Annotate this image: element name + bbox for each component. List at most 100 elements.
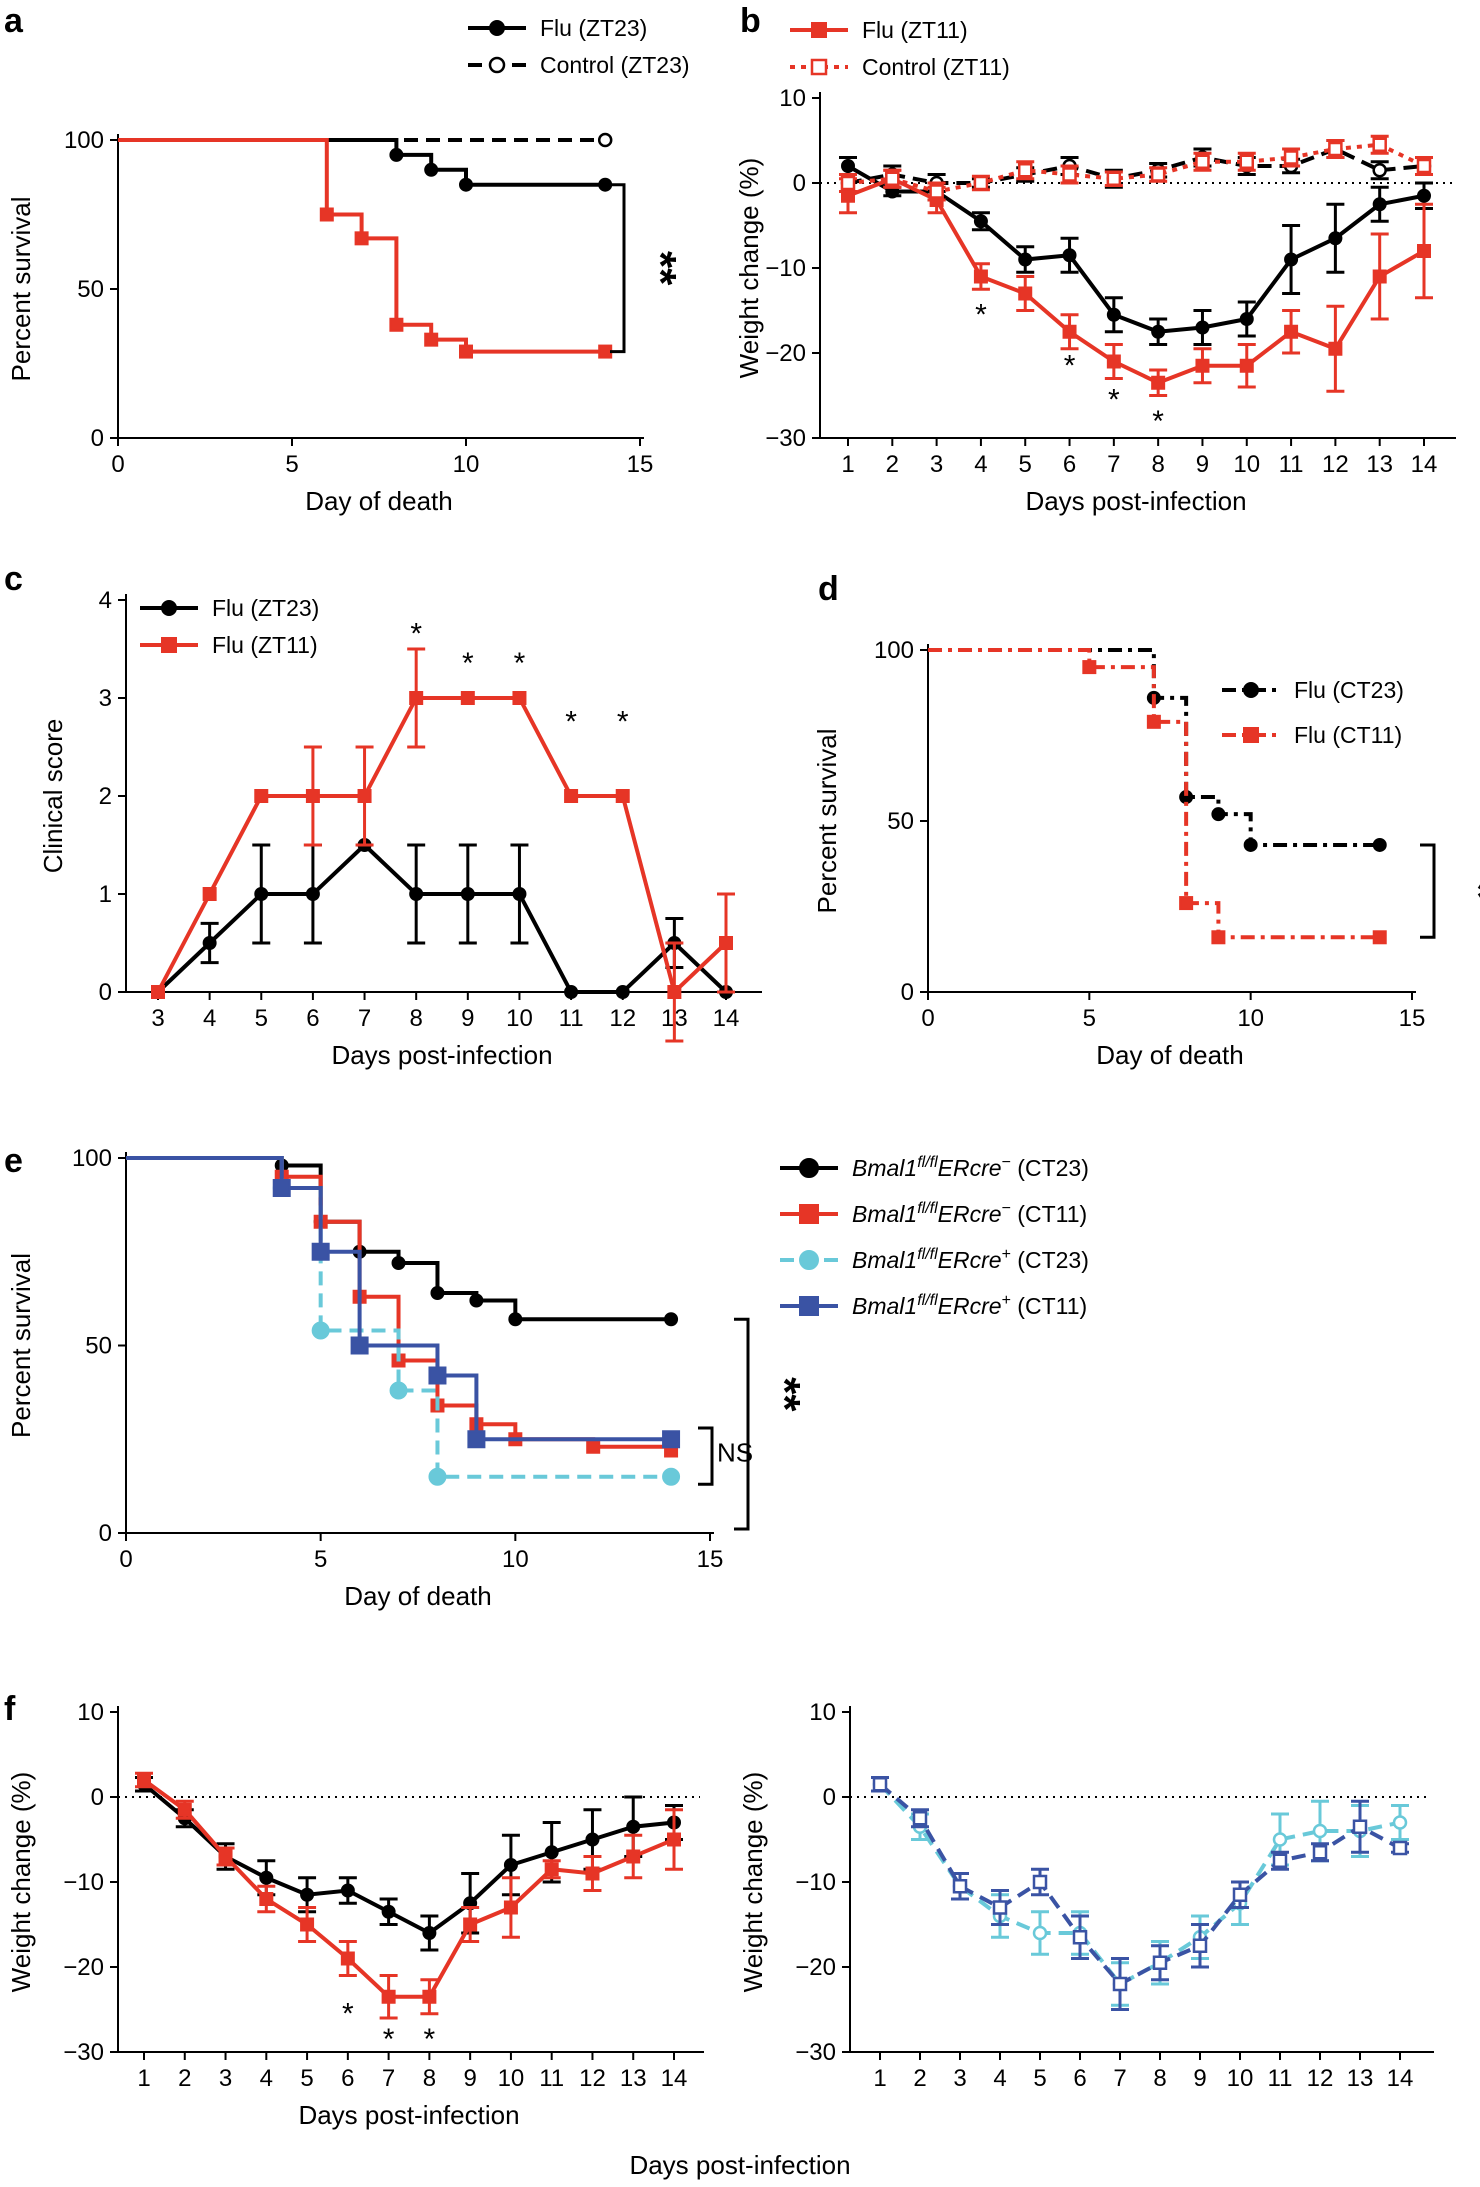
data-point: [1417, 188, 1431, 203]
data-point: [1106, 171, 1122, 186]
y-tick-label: −10: [765, 255, 806, 282]
data-point: [1151, 375, 1166, 390]
legend-label: Bmal1fl/flERcre+ (CT11): [852, 1292, 1087, 1319]
legend-label: Flu (ZT23): [540, 15, 647, 41]
legend-label: Bmal1fl/flERcre− (CT23): [852, 1154, 1089, 1181]
data-point: [1211, 807, 1226, 822]
y-tick-label: −20: [63, 1954, 104, 1981]
x-tick-label: 12: [609, 1005, 636, 1032]
data-point: [422, 1989, 437, 2004]
series-line: [156, 842, 728, 994]
legend-label: Control (ZT23): [540, 52, 690, 78]
data-point: [544, 1845, 559, 1860]
data-point: [1372, 197, 1387, 212]
x-tick-label: 7: [1113, 2065, 1126, 2092]
data-point: [137, 1773, 151, 1787]
data-point: [1272, 1832, 1288, 1847]
data-point: [300, 1887, 315, 1902]
legend-marker: [1243, 682, 1259, 698]
x-axis-label: Days post-infection: [331, 1040, 552, 1070]
data-point: [428, 1467, 447, 1486]
legend-text-part: ERcre: [938, 1201, 1002, 1227]
y-tick-label: 0: [99, 979, 112, 1006]
data-point: [202, 936, 217, 950]
shared-x-axis-label: Days post-infection: [629, 2150, 850, 2180]
x-tick-label: 6: [341, 2065, 354, 2092]
survival-line: [126, 1156, 674, 1451]
x-axis-label: Days post-infection: [1025, 486, 1246, 516]
significance-star: *: [565, 706, 577, 739]
data-point: [424, 162, 439, 177]
significance-bracket: [1420, 843, 1436, 939]
data-point: [503, 1900, 518, 1915]
x-tick-label: 1: [841, 451, 854, 478]
x-tick-label: 8: [410, 1005, 423, 1032]
series-line: [142, 1778, 675, 1999]
x-tick-label: 14: [1387, 2065, 1414, 2092]
y-tick-label: −30: [63, 2039, 104, 2066]
x-tick-label: 9: [461, 1005, 474, 1032]
y-axis-label: Percent survival: [6, 1253, 36, 1438]
legend-marker: [161, 637, 177, 653]
y-axis-label: Weight change (%): [6, 1772, 36, 1993]
data-point: [1328, 231, 1343, 246]
data-point: [409, 691, 424, 705]
data-point: [311, 1242, 330, 1261]
y-axis-label: Percent survival: [6, 197, 36, 382]
x-tick-label: 9: [463, 2065, 476, 2092]
data-point: [389, 147, 404, 162]
data-point: [1372, 269, 1387, 284]
data-point: [389, 1381, 408, 1400]
data-point: [1328, 341, 1343, 356]
y-axis-label: Weight change (%): [734, 158, 764, 379]
legend-marker: [810, 58, 828, 76]
y-tick-label: 100: [64, 127, 104, 154]
data-point: [1017, 163, 1033, 178]
data-point: [615, 985, 630, 999]
legend-text-part: fl/fl: [917, 1246, 938, 1263]
x-tick-label: 11: [559, 1005, 584, 1032]
legend-text-part: (CT11): [1011, 1201, 1087, 1227]
legend-text-part: (CT23): [1011, 1155, 1089, 1181]
data-point: [151, 985, 165, 999]
data-point: [664, 1312, 679, 1327]
x-axis-label: Day of death: [305, 486, 452, 516]
x-tick-label: 10: [1227, 2065, 1254, 2092]
x-axis-label: Day of death: [344, 1581, 491, 1611]
legend-label: Bmal1fl/flERcre+ (CT23): [852, 1246, 1089, 1273]
data-point: [430, 1286, 445, 1300]
data-point: [1232, 1887, 1248, 1902]
data-point: [1151, 324, 1166, 339]
x-tick-label: 3: [930, 451, 943, 478]
data-point: [459, 344, 473, 359]
significance-star: *: [1108, 384, 1120, 417]
x-tick-label: 5: [314, 1546, 327, 1573]
x-tick-label: 1: [137, 2065, 150, 2092]
significance-star: *: [617, 706, 629, 739]
data-point: [381, 1989, 396, 2004]
x-tick-label: 12: [1322, 451, 1349, 478]
data-point: [1239, 358, 1254, 373]
legend-text-part: +: [1002, 1292, 1011, 1309]
data-point: [1106, 354, 1121, 369]
data-point: [662, 1467, 681, 1486]
x-tick-label: 7: [358, 1005, 371, 1032]
data-point: [305, 887, 320, 901]
survival-line: [118, 138, 606, 354]
survival-line: [118, 138, 606, 187]
legend-marker: [488, 56, 506, 74]
x-axis-label: Days post-infection: [298, 2100, 519, 2130]
x-tick-label: 8: [1153, 2065, 1166, 2092]
x-tick-label: 15: [697, 1546, 724, 1573]
legend-text-part: fl/fl: [917, 1200, 938, 1217]
data-point: [992, 1900, 1008, 1915]
legend-text-part: fl/fl: [917, 1154, 938, 1171]
x-tick-label: 13: [1366, 451, 1393, 478]
panel-label-a: a: [4, 2, 24, 40]
data-point: [667, 1832, 681, 1847]
data-point: [1195, 154, 1210, 169]
data-point: [202, 887, 217, 901]
legend-label: Flu (CT23): [1294, 677, 1404, 703]
data-point: [1283, 150, 1299, 165]
